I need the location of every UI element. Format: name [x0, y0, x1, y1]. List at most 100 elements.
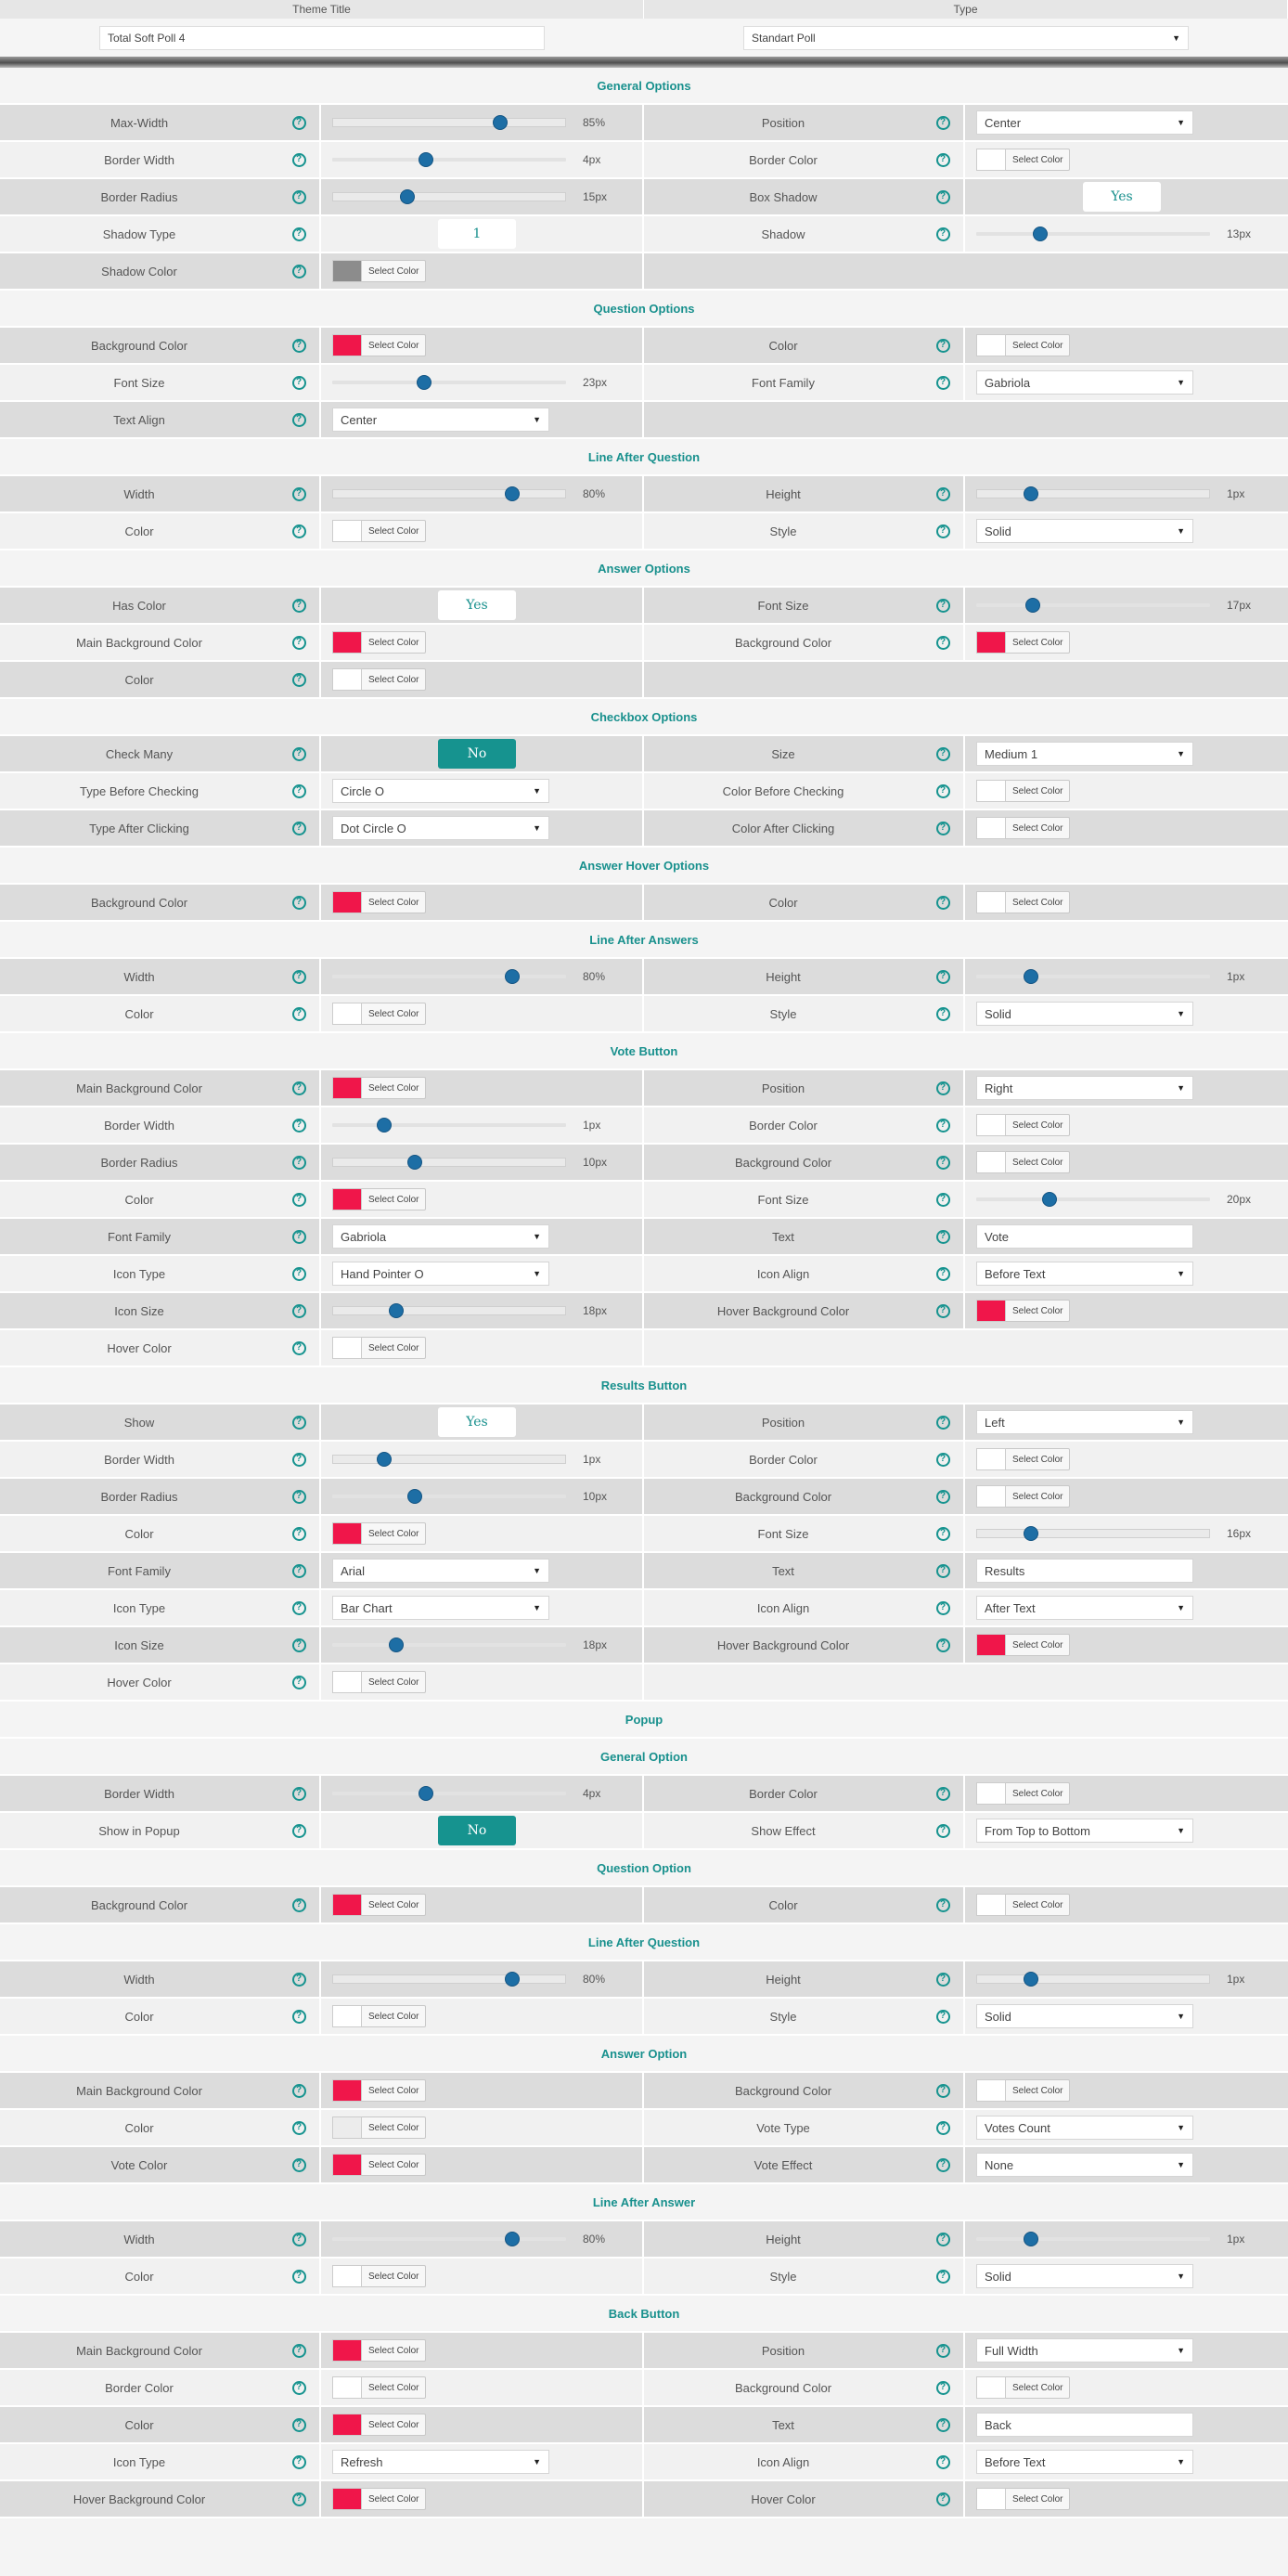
- help-icon[interactable]: ?: [935, 821, 950, 835]
- help-icon[interactable]: ?: [935, 783, 950, 798]
- help-icon[interactable]: ?: [935, 2380, 950, 2395]
- hover-color-color-picker[interactable]: Select Color: [332, 1671, 427, 1693]
- border-radius-slider-handle[interactable]: [406, 1489, 422, 1504]
- font-size-slider-track[interactable]: [976, 598, 1210, 613]
- help-icon[interactable]: ?: [291, 1823, 306, 1838]
- height-slider-handle[interactable]: [1023, 969, 1038, 984]
- border-color-color-swatch[interactable]: [976, 1782, 1006, 1805]
- border-color-color-picker[interactable]: Select Color: [976, 1448, 1071, 1470]
- width-slider-track[interactable]: [332, 486, 566, 501]
- border-radius-slider-handle[interactable]: [400, 189, 415, 204]
- main-background-color-select-color-button[interactable]: Select Color: [362, 2079, 427, 2102]
- icon-type-select[interactable]: Bar Chart ▼: [332, 1596, 549, 1620]
- border-radius-slider-track[interactable]: [332, 1155, 566, 1170]
- shadow-color-color-swatch[interactable]: [332, 260, 362, 282]
- help-icon[interactable]: ?: [291, 1600, 306, 1615]
- color-select-color-button[interactable]: Select Color: [362, 520, 427, 542]
- help-icon[interactable]: ?: [291, 1972, 306, 1987]
- check-many-toggle[interactable]: No: [438, 739, 516, 769]
- theme-title-input[interactable]: Total Soft Poll 4: [99, 25, 545, 50]
- help-icon[interactable]: ?: [935, 1155, 950, 1170]
- style-select[interactable]: Solid ▼: [976, 2264, 1193, 2288]
- background-color-color-picker[interactable]: Select Color: [976, 1151, 1071, 1173]
- color-color-swatch[interactable]: [332, 1003, 362, 1025]
- width-slider-handle[interactable]: [504, 2232, 520, 2246]
- hover-color-select-color-button[interactable]: Select Color: [362, 1337, 427, 1359]
- hover-background-color-color-picker[interactable]: Select Color: [976, 1300, 1071, 1322]
- hover-background-color-color-picker[interactable]: Select Color: [976, 1634, 1071, 1656]
- border-width-slider-track[interactable]: [332, 1786, 566, 1801]
- icon-align-select[interactable]: Before Text ▼: [976, 1262, 1193, 1286]
- shadow-color-select-color-button[interactable]: Select Color: [362, 260, 427, 282]
- height-slider-handle[interactable]: [1023, 486, 1038, 501]
- border-width-slider-handle[interactable]: [377, 1452, 392, 1467]
- color-color-swatch[interactable]: [332, 2116, 362, 2139]
- color-color-picker[interactable]: Select Color: [332, 1188, 427, 1210]
- background-color-color-swatch[interactable]: [976, 1485, 1006, 1508]
- help-icon[interactable]: ?: [935, 2417, 950, 2432]
- help-icon[interactable]: ?: [935, 1452, 950, 1467]
- help-icon[interactable]: ?: [291, 1303, 306, 1318]
- help-icon[interactable]: ?: [291, 969, 306, 984]
- text-align-select[interactable]: Center ▼: [332, 408, 549, 432]
- border-color-color-swatch[interactable]: [976, 1114, 1006, 1136]
- help-icon[interactable]: ?: [935, 598, 950, 613]
- help-icon[interactable]: ?: [935, 1266, 950, 1281]
- vote-effect-select[interactable]: None ▼: [976, 2153, 1193, 2177]
- border-width-slider-handle[interactable]: [419, 152, 433, 167]
- main-background-color-color-swatch[interactable]: [332, 631, 362, 654]
- font-family-select[interactable]: Gabriola ▼: [332, 1224, 549, 1249]
- background-color-color-swatch[interactable]: [976, 631, 1006, 654]
- position-select[interactable]: Left ▼: [976, 1410, 1193, 1434]
- color-after-clicking-color-picker[interactable]: Select Color: [976, 817, 1071, 839]
- help-icon[interactable]: ?: [291, 1155, 306, 1170]
- background-color-color-picker[interactable]: Select Color: [976, 2376, 1071, 2399]
- help-icon[interactable]: ?: [291, 2454, 306, 2469]
- help-icon[interactable]: ?: [935, 1415, 950, 1430]
- help-icon[interactable]: ?: [935, 1229, 950, 1244]
- color-color-swatch[interactable]: [332, 668, 362, 691]
- hover-color-color-picker[interactable]: Select Color: [332, 1337, 427, 1359]
- background-color-select-color-button[interactable]: Select Color: [1006, 2376, 1071, 2399]
- font-size-slider[interactable]: 20px: [976, 1192, 1251, 1207]
- help-icon[interactable]: ?: [291, 1340, 306, 1355]
- border-color-color-picker[interactable]: Select Color: [976, 1782, 1071, 1805]
- color-before-checking-color-swatch[interactable]: [976, 780, 1006, 802]
- color-color-picker[interactable]: Select Color: [332, 1522, 427, 1545]
- help-icon[interactable]: ?: [291, 635, 306, 650]
- border-radius-slider-track[interactable]: [332, 1489, 566, 1504]
- help-icon[interactable]: ?: [935, 2343, 950, 2358]
- type-after-clicking-select[interactable]: Dot Circle O ▼: [332, 816, 549, 840]
- help-icon[interactable]: ?: [935, 1526, 950, 1541]
- border-color-select-color-button[interactable]: Select Color: [362, 2376, 427, 2399]
- help-icon[interactable]: ?: [291, 598, 306, 613]
- help-icon[interactable]: ?: [935, 1303, 950, 1318]
- help-icon[interactable]: ?: [935, 2454, 950, 2469]
- height-slider[interactable]: 1px: [976, 1972, 1244, 1987]
- help-icon[interactable]: ?: [291, 2120, 306, 2135]
- help-icon[interactable]: ?: [935, 2120, 950, 2135]
- help-icon[interactable]: ?: [935, 227, 950, 241]
- width-slider[interactable]: 80%: [332, 969, 605, 984]
- font-size-slider-track[interactable]: [332, 375, 566, 390]
- help-icon[interactable]: ?: [935, 152, 950, 167]
- icon-size-slider[interactable]: 18px: [332, 1638, 607, 1652]
- color-color-swatch[interactable]: [332, 2265, 362, 2287]
- help-icon[interactable]: ?: [935, 1972, 950, 1987]
- hover-background-color-color-swatch[interactable]: [976, 1300, 1006, 1322]
- help-icon[interactable]: ?: [291, 1563, 306, 1578]
- main-background-color-color-picker[interactable]: Select Color: [332, 1077, 427, 1099]
- font-size-slider-handle[interactable]: [1025, 598, 1040, 613]
- box-shadow-toggle[interactable]: Yes: [1083, 182, 1161, 212]
- color-color-swatch[interactable]: [976, 1894, 1006, 1916]
- color-color-picker[interactable]: Select Color: [332, 668, 427, 691]
- width-slider-track[interactable]: [332, 2232, 566, 2246]
- font-size-slider[interactable]: 23px: [332, 375, 607, 390]
- main-background-color-color-swatch[interactable]: [332, 2339, 362, 2362]
- hover-background-color-select-color-button[interactable]: Select Color: [1006, 1300, 1071, 1322]
- background-color-color-picker[interactable]: Select Color: [332, 1894, 427, 1916]
- background-color-color-picker[interactable]: Select Color: [332, 891, 427, 913]
- height-slider-track[interactable]: [976, 2232, 1210, 2246]
- font-size-slider[interactable]: 17px: [976, 598, 1251, 613]
- help-icon[interactable]: ?: [291, 2009, 306, 2024]
